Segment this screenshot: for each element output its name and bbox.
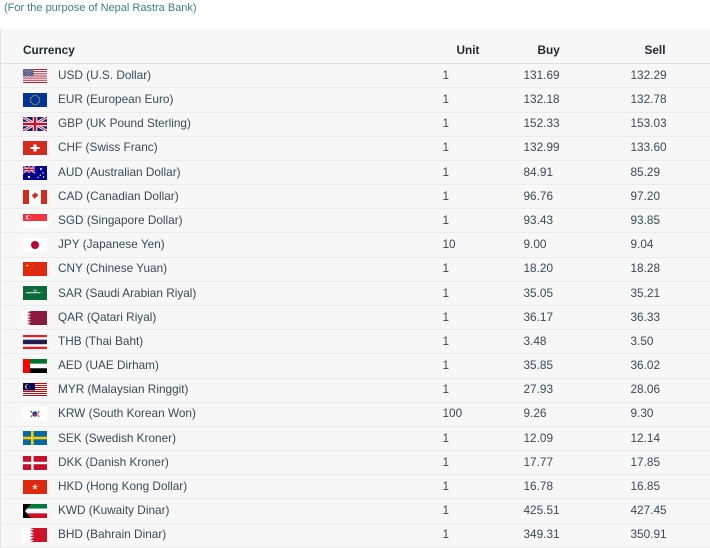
svg-text:الله: الله [33, 289, 38, 293]
